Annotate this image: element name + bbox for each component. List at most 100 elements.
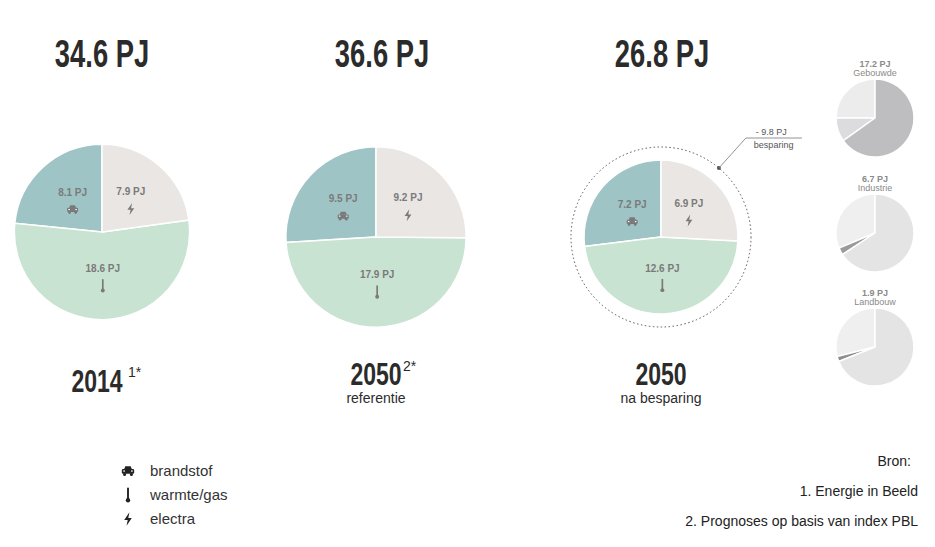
icon [338,212,349,221]
pie-slice [286,237,466,327]
pie-slice [585,237,738,314]
thermo-tube [127,487,129,499]
car-roof [340,212,347,215]
icon [122,466,134,476]
data-label: 7.2 PJ [618,199,647,210]
car-light [75,209,77,210]
pie [836,79,914,157]
annotation-text: besparing [754,140,794,150]
small-subtitle: Gebouwde [853,68,897,78]
chart-title: 26.8 PJ [615,33,709,75]
data-label: 9.5 PJ [329,193,358,204]
car-wheel [123,473,126,476]
bolt [686,215,693,227]
car-light [131,470,133,471]
car-body [338,214,349,218]
car-roof [124,466,132,469]
annotation-label: - 9.8 PJ [756,127,787,137]
thermo-bulb [126,498,130,502]
data-label: 12.6 PJ [645,263,679,274]
car-light [123,470,125,471]
pie-slice [839,308,914,386]
icon [124,512,132,525]
car-wheel [628,223,631,226]
pie-slice [14,220,189,320]
thermo-tube [102,279,104,290]
bolt [405,209,412,221]
pie [836,194,914,272]
chart-title: 34.6 PJ [55,33,149,75]
car-light [635,221,637,222]
data-label: 7.9 PJ [116,186,145,197]
icon [67,205,78,214]
pie [836,308,914,386]
source-item: 2. Prognoses op basis van index PBL [685,513,918,529]
car-roof [629,217,636,220]
icon [405,209,412,221]
savings-ring [571,147,751,327]
pie [286,147,466,327]
thermo-bulb [101,289,105,293]
car-wheel [74,211,77,214]
caption: 2050 [350,356,401,392]
thermo-bulb [375,295,379,299]
data-label: 17.9 PJ [360,269,394,280]
pie-slice [286,147,376,243]
pie-slice [661,160,738,241]
pie-slice [843,194,914,272]
source-title: Bron: [878,453,911,469]
caption: 2014 [71,363,123,399]
bolt [127,203,134,215]
car-body [627,220,638,224]
footnote: 1* [128,364,142,380]
thermo-bulb [660,288,664,292]
pie-slice [376,147,466,238]
car-wheel [634,223,637,226]
car-roof [69,205,76,208]
car-wheel [345,218,348,221]
legend-label: electra [150,510,196,527]
leader-line [719,138,802,168]
car-light [628,221,630,222]
background [0,0,935,547]
thermo-tube [376,285,378,296]
icon [375,285,379,298]
source-item: 1. Energie in Beeld [800,483,918,499]
infographic: 34.6 PJ 8.1 PJ 18.6 PJ 7.9 PJ 2014 1* 36.6 PJ 9… [0,0,935,547]
icon [627,217,638,226]
legend-label: brandstof [150,462,213,479]
chart-title-group: 34.6 PJ [55,33,149,75]
caption: 2050 [635,356,686,392]
icon [101,279,105,292]
car-wheel [68,211,71,214]
legend-label: warmte/gas [149,486,228,503]
subtitle: referentie [346,390,405,406]
caption-group: 2014 [71,363,123,399]
pie [14,144,189,319]
icon [126,487,130,502]
subtitle: na besparing [621,390,702,406]
pie-slice [102,144,189,232]
bolt [124,512,132,525]
car-body [122,469,134,474]
small-subtitle: Landbouw [854,297,896,307]
caption-group: 2050 [635,356,686,392]
data-label: 9.2 PJ [394,192,423,203]
pie-slice [836,79,875,118]
footnote: 2* [403,358,417,374]
car-light [68,209,70,210]
small-subtitle: Industrie [858,183,893,193]
icon [686,215,693,227]
car-body [67,208,78,212]
data-label: 6.9 PJ [674,198,703,209]
data-label: 18.6 PJ [86,263,120,274]
chart-title-group: 26.8 PJ [615,33,709,75]
chart-title: 36.6 PJ [335,33,429,75]
pie [584,160,738,314]
icon [127,203,134,215]
pie-slice [584,160,661,246]
legend: brandstof warmte/gas electra [122,462,228,527]
data-label: 8.1 PJ [58,187,87,198]
icon [660,279,664,292]
caption-group: 2050 [350,356,401,392]
